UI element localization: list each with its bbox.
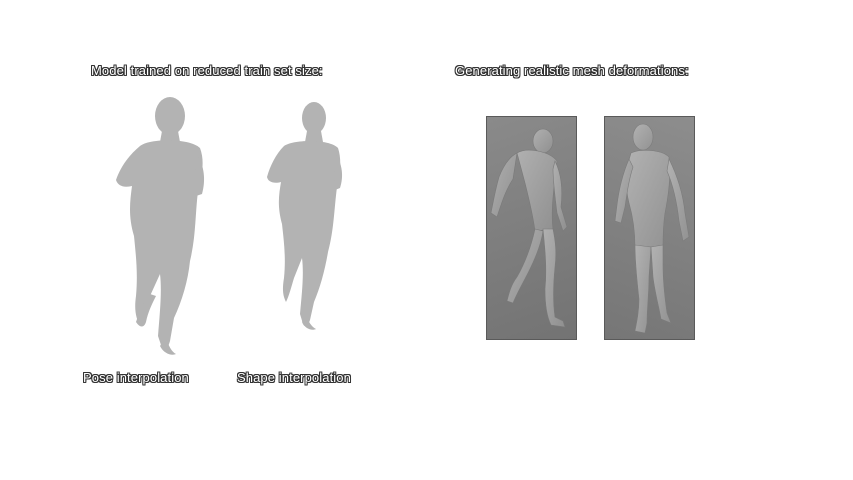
deformed-mesh-figure-2 [614, 123, 690, 334]
pose-interpolation-label: Pose interpolation [83, 370, 189, 385]
mesh-deformation-panel-2 [604, 116, 695, 340]
shape-interpolation-figure [267, 102, 343, 330]
pose-interpolation-figure [116, 97, 205, 355]
mesh-deformation-panel-1 [486, 116, 577, 340]
left-section-title: Model trained on reduced train set size: [91, 63, 323, 78]
deformed-mesh-figure-1 [490, 128, 568, 328]
right-section-title: Generating realistic mesh deformations: [455, 63, 689, 78]
shape-interpolation-label: Shape interpolation [237, 370, 351, 385]
